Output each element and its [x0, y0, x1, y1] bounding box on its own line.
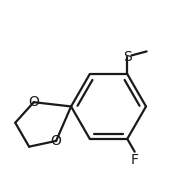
Text: S: S: [123, 50, 132, 64]
Text: O: O: [28, 95, 39, 109]
Text: O: O: [51, 134, 62, 148]
Text: F: F: [131, 153, 139, 167]
